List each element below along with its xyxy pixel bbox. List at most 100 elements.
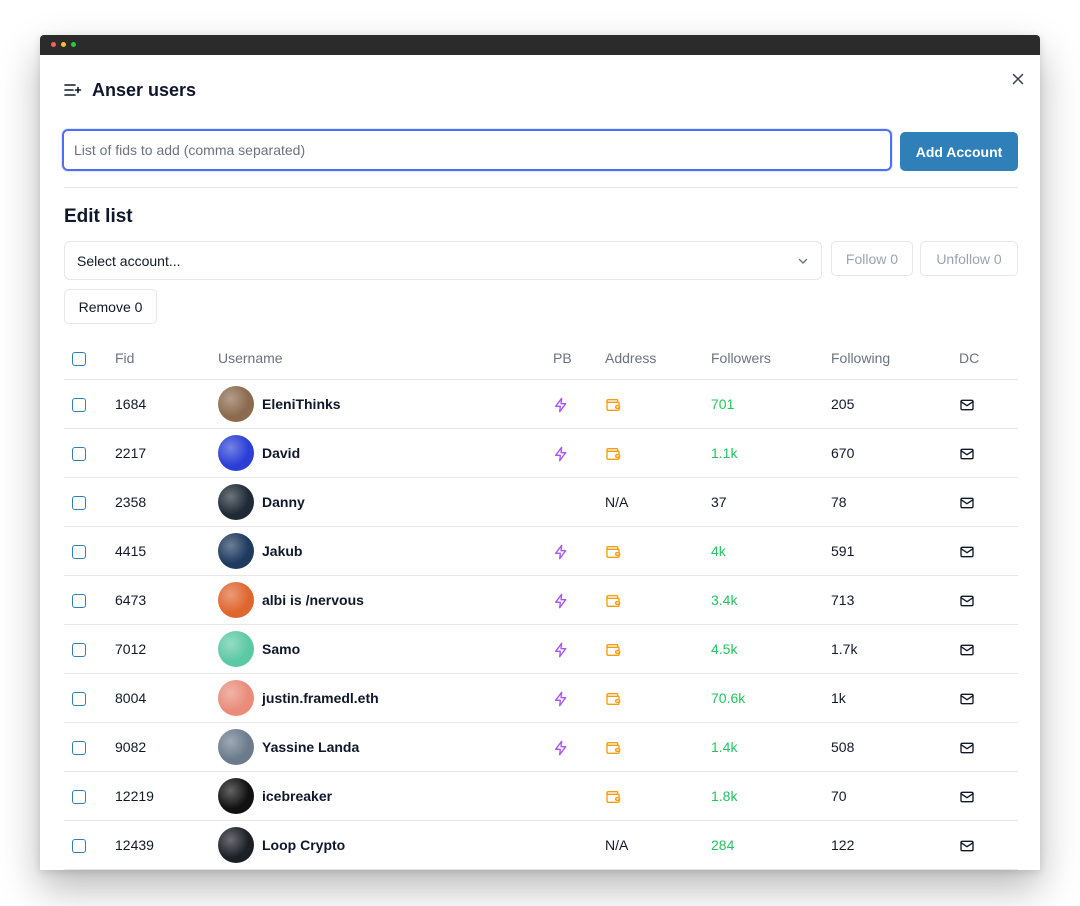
avatar[interactable] — [218, 435, 254, 471]
username-cell: David — [218, 428, 553, 478]
avatar[interactable] — [218, 778, 254, 814]
lightning-icon — [553, 691, 569, 707]
select-all-checkbox[interactable] — [72, 351, 86, 366]
avatar[interactable] — [218, 680, 254, 716]
row-select-cell — [64, 771, 115, 821]
mail-icon[interactable] — [959, 397, 975, 413]
following-cell: 591 — [831, 526, 949, 576]
mail-icon[interactable] — [959, 446, 975, 462]
unfollow-button[interactable]: Unfollow 0 — [920, 241, 1018, 276]
username-cell: Yassine Landa — [218, 722, 553, 772]
mail-icon[interactable] — [959, 495, 975, 511]
avatar[interactable] — [218, 729, 254, 765]
username-label[interactable]: Loop Crypto — [262, 837, 346, 853]
mail-icon[interactable] — [959, 691, 975, 707]
wallet-icon[interactable] — [605, 691, 621, 707]
window-close-dot[interactable] — [51, 42, 56, 47]
following-cell: 670 — [831, 428, 949, 478]
edit-list-heading: Edit list — [64, 206, 133, 227]
fid-cell: 2358 — [115, 477, 218, 527]
wallet-icon[interactable] — [605, 446, 621, 462]
table-row[interactable]: 6473 albi is /nervous 3.4k 713 — [64, 575, 1018, 625]
wallet-icon[interactable] — [605, 740, 621, 756]
modal-window: Anser users Add Account Edit list Select… — [40, 35, 1040, 870]
username-label[interactable]: justin.framedl.eth — [262, 690, 379, 706]
row-checkbox[interactable] — [72, 790, 86, 805]
dc-cell — [949, 575, 1018, 625]
following-cell: 78 — [831, 477, 949, 527]
remove-button[interactable]: Remove 0 — [64, 289, 157, 324]
username-label[interactable]: EleniThinks — [262, 396, 341, 412]
row-checkbox[interactable] — [72, 398, 86, 413]
window-maximize-dot[interactable] — [71, 42, 76, 47]
address-cell: N/A — [605, 820, 711, 870]
dialog-content: Anser users Add Account Edit list Select… — [40, 55, 1040, 870]
username-cell: EleniThinks — [218, 379, 553, 429]
address-cell — [605, 771, 711, 821]
row-select-cell — [64, 624, 115, 674]
mail-icon[interactable] — [959, 740, 975, 756]
username-label[interactable]: albi is /nervous — [262, 592, 364, 608]
username-label[interactable]: Danny — [262, 494, 305, 510]
following-cell: 205 — [831, 379, 949, 429]
mail-icon[interactable] — [959, 593, 975, 609]
avatar[interactable] — [218, 484, 254, 520]
wallet-icon[interactable] — [605, 789, 621, 805]
username-cell: Samo — [218, 624, 553, 674]
table-row[interactable]: 2358 Danny N/A 37 78 — [64, 477, 1018, 527]
row-select-cell — [64, 722, 115, 772]
followers-cell: 37 — [711, 477, 831, 527]
username-label[interactable]: Samo — [262, 641, 301, 657]
row-checkbox[interactable] — [72, 692, 86, 707]
wallet-icon[interactable] — [605, 544, 621, 560]
row-checkbox[interactable] — [72, 643, 86, 658]
username-label[interactable]: Yassine Landa — [262, 739, 360, 755]
window-titlebar — [40, 35, 1040, 55]
mail-icon[interactable] — [959, 838, 975, 854]
header-pb: PB — [553, 336, 605, 380]
add-account-button[interactable]: Add Account — [900, 132, 1018, 171]
address-cell — [605, 624, 711, 674]
following-cell: 1k — [831, 673, 949, 723]
table-row[interactable]: 12439 Loop Crypto N/A 284 122 — [64, 820, 1018, 870]
row-checkbox[interactable] — [72, 741, 86, 756]
username-label[interactable]: icebreaker — [262, 788, 333, 804]
row-select-cell — [64, 820, 115, 870]
row-checkbox[interactable] — [72, 545, 86, 560]
table-header-row: Fid Username PB Address Followers Follow… — [64, 336, 1018, 380]
wallet-icon[interactable] — [605, 397, 621, 413]
close-button[interactable] — [1010, 71, 1026, 87]
mail-icon[interactable] — [959, 642, 975, 658]
table-row[interactable]: 4415 Jakub 4k 591 — [64, 526, 1018, 576]
mail-icon[interactable] — [959, 544, 975, 560]
header-select-all — [64, 336, 115, 380]
row-checkbox[interactable] — [72, 496, 86, 511]
window-minimize-dot[interactable] — [61, 42, 66, 47]
row-checkbox[interactable] — [72, 594, 86, 609]
account-select[interactable]: Select account... — [64, 241, 822, 280]
table-row[interactable]: 9082 Yassine Landa 1.4k 508 — [64, 722, 1018, 772]
username-label[interactable]: Jakub — [262, 543, 303, 559]
table-row[interactable]: 8004 justin.framedl.eth 70.6k 1k — [64, 673, 1018, 723]
avatar[interactable] — [218, 631, 254, 667]
pb-cell — [553, 477, 605, 527]
avatar[interactable] — [218, 533, 254, 569]
follow-button[interactable]: Follow 0 — [831, 241, 913, 276]
table-row[interactable]: 1684 EleniThinks 701 205 — [64, 379, 1018, 429]
list-plus-icon — [64, 83, 82, 97]
table-row[interactable]: 12219 icebreaker 1.8k 70 — [64, 771, 1018, 821]
avatar[interactable] — [218, 386, 254, 422]
wallet-icon[interactable] — [605, 642, 621, 658]
mail-icon[interactable] — [959, 789, 975, 805]
table-row[interactable]: 7012 Samo 4.5k 1.7k — [64, 624, 1018, 674]
wallet-icon[interactable] — [605, 593, 621, 609]
username-label[interactable]: David — [262, 445, 301, 461]
row-checkbox[interactable] — [72, 839, 86, 854]
avatar[interactable] — [218, 827, 254, 863]
fids-input[interactable] — [62, 129, 892, 171]
table-row[interactable]: 2217 David 1.1k 670 — [64, 428, 1018, 478]
avatar[interactable] — [218, 582, 254, 618]
followers-cell: 4.5k — [711, 624, 831, 674]
row-checkbox[interactable] — [72, 447, 86, 462]
dc-cell — [949, 722, 1018, 772]
